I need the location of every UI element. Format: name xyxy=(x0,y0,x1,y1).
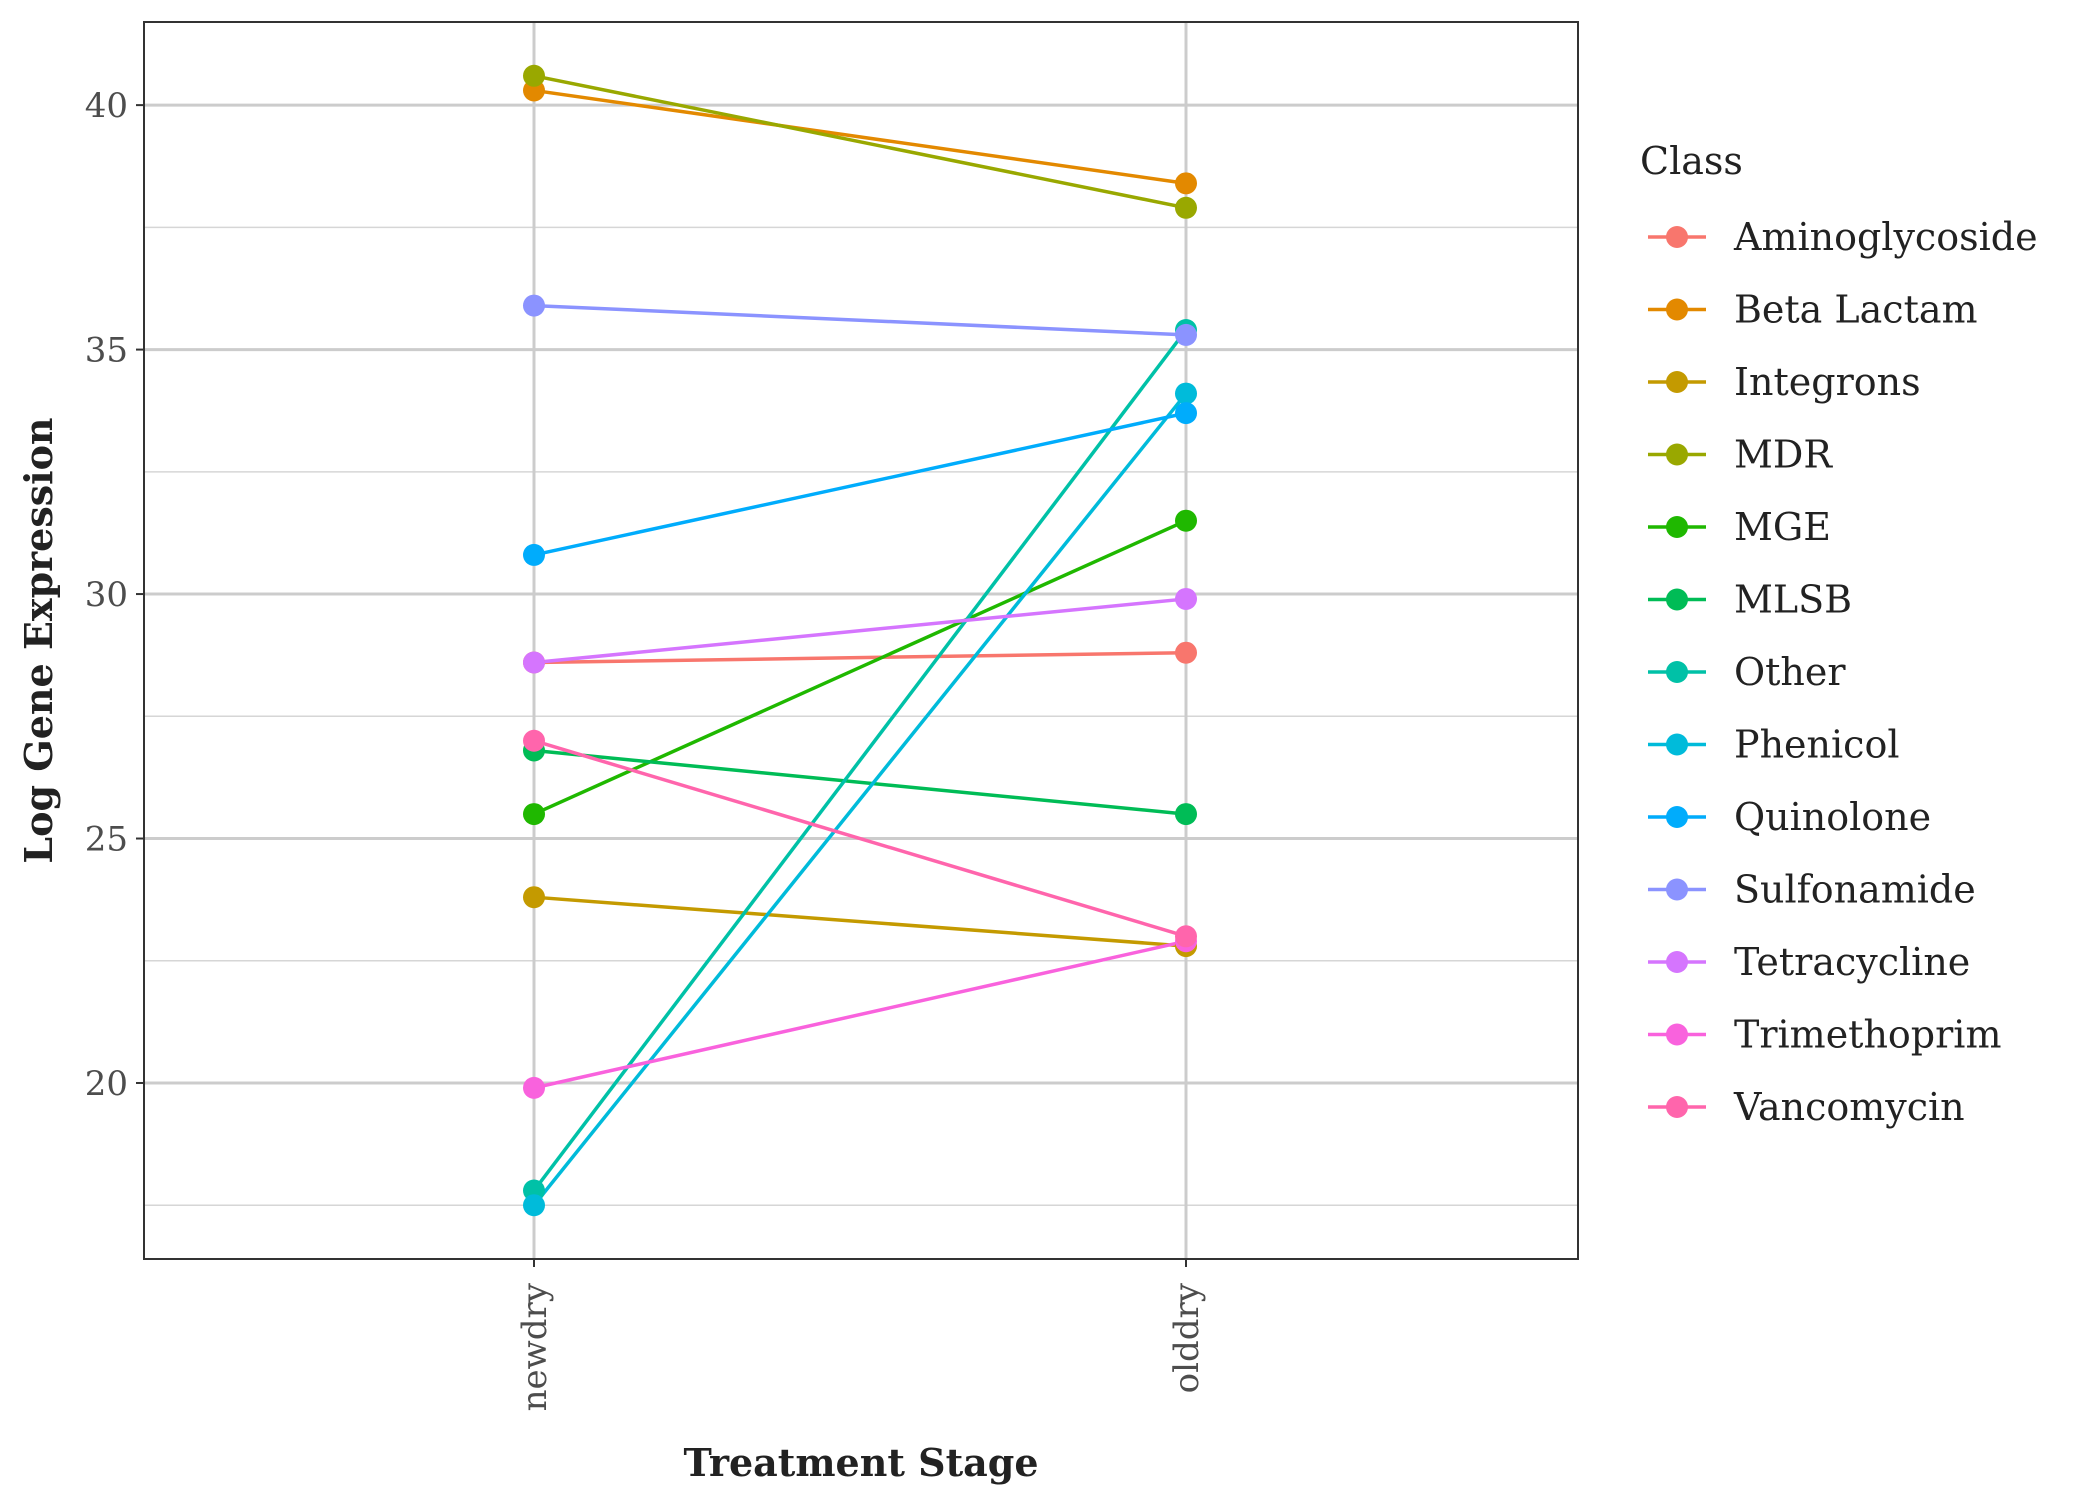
legend-label: Vancomycin xyxy=(1733,1085,1965,1129)
legend-key-point xyxy=(1666,588,1688,611)
data-point xyxy=(1175,587,1197,610)
legend-item: Vancomycin xyxy=(1648,1085,1965,1129)
y-tick-label: 30 xyxy=(85,575,128,615)
legend-key-point xyxy=(1666,298,1688,321)
series-layer xyxy=(523,64,1197,1217)
series-line xyxy=(533,739,1187,938)
series-line xyxy=(533,939,1187,1090)
legend-key-point xyxy=(1666,733,1688,756)
legend-item: Aminoglycoside xyxy=(1648,215,2038,259)
legend-key-point xyxy=(1666,226,1688,248)
legend-label: Quinolone xyxy=(1734,795,1931,839)
data-point xyxy=(523,729,545,752)
series-line xyxy=(533,519,1187,816)
legend: Class Aminoglycoside Beta Lactam Integrons… xyxy=(1640,139,2038,1129)
axes: 20 25 30 35 40 newdry olddry xyxy=(85,86,1207,1411)
series-line xyxy=(532,328,1188,1192)
data-point xyxy=(523,294,545,317)
legend-label: Other xyxy=(1734,650,1846,694)
series-line xyxy=(532,392,1188,1207)
legend-item: Tetracycline xyxy=(1648,940,1970,984)
series-line xyxy=(533,748,1187,816)
y-tick-label: 35 xyxy=(85,331,128,371)
legend-item: MDR xyxy=(1648,433,1833,477)
legend-label: Tetracycline xyxy=(1734,940,1970,984)
data-point xyxy=(523,1194,545,1217)
legend-item: Phenicol xyxy=(1648,723,1899,767)
legend-key-point xyxy=(1666,806,1688,828)
data-point xyxy=(523,543,545,566)
legend-label: Phenicol xyxy=(1734,723,1899,767)
legend-item: MLSB xyxy=(1648,578,1852,622)
legend-item: Beta Lactam xyxy=(1648,288,1978,332)
legend-item: Other xyxy=(1648,650,1846,694)
series-line xyxy=(533,303,1187,337)
series-line xyxy=(533,650,1187,665)
legend-item: Integrons xyxy=(1648,360,1921,404)
x-tick-label: olddry xyxy=(1167,1282,1207,1393)
legend-label: Trimethoprim xyxy=(1734,1013,2001,1057)
legend-key-point xyxy=(1666,443,1688,466)
data-point xyxy=(523,803,545,826)
legend-label: MDR xyxy=(1734,433,1833,477)
series-line xyxy=(533,74,1187,210)
legend-title: Class xyxy=(1640,139,1743,183)
data-point xyxy=(1175,382,1197,405)
data-point xyxy=(1175,641,1197,664)
series-line xyxy=(533,411,1187,557)
y-tick-label: 40 xyxy=(85,86,128,126)
y-axis-title: Log Gene Expression xyxy=(16,417,61,863)
x-tick-label: newdry xyxy=(515,1282,555,1411)
legend-key-point xyxy=(1666,516,1688,538)
y-tick-label: 20 xyxy=(85,1064,128,1104)
legend-label: MLSB xyxy=(1734,578,1852,622)
data-point xyxy=(523,651,545,674)
legend-label: Aminoglycoside xyxy=(1733,215,2038,259)
legend-key-point xyxy=(1666,371,1688,393)
x-axis-title: Treatment Stage xyxy=(683,1440,1038,1485)
legend-label: Beta Lactam xyxy=(1734,288,1978,332)
legend-key-point xyxy=(1666,1096,1688,1118)
data-point xyxy=(1175,402,1197,425)
series-line xyxy=(533,895,1187,948)
series-line xyxy=(533,88,1187,186)
data-point xyxy=(1175,803,1197,826)
legend-item: Quinolone xyxy=(1648,795,1931,839)
data-point xyxy=(523,886,545,909)
legend-label: Sulfonamide xyxy=(1734,868,1976,912)
legend-label: MGE xyxy=(1734,505,1831,549)
data-point xyxy=(1175,172,1197,195)
grid xyxy=(144,22,1578,1259)
data-point xyxy=(1175,323,1197,346)
plot-panel-border xyxy=(143,21,1579,1260)
legend-key-point xyxy=(1666,951,1688,973)
series-line xyxy=(533,597,1187,665)
legend-key-point xyxy=(1666,878,1688,901)
data-point xyxy=(523,64,545,87)
data-point xyxy=(523,1076,545,1099)
data-point xyxy=(1175,509,1197,532)
data-point xyxy=(1175,925,1197,948)
legend-item: Trimethoprim xyxy=(1648,1013,2001,1057)
legend-label: Integrons xyxy=(1734,360,1921,404)
legend-item: Sulfonamide xyxy=(1648,868,1976,912)
legend-key-point xyxy=(1666,1023,1688,1046)
data-point xyxy=(1175,196,1197,219)
legend-item: MGE xyxy=(1648,505,1831,549)
legend-key-point xyxy=(1666,661,1688,683)
y-tick-label: 25 xyxy=(85,820,128,860)
